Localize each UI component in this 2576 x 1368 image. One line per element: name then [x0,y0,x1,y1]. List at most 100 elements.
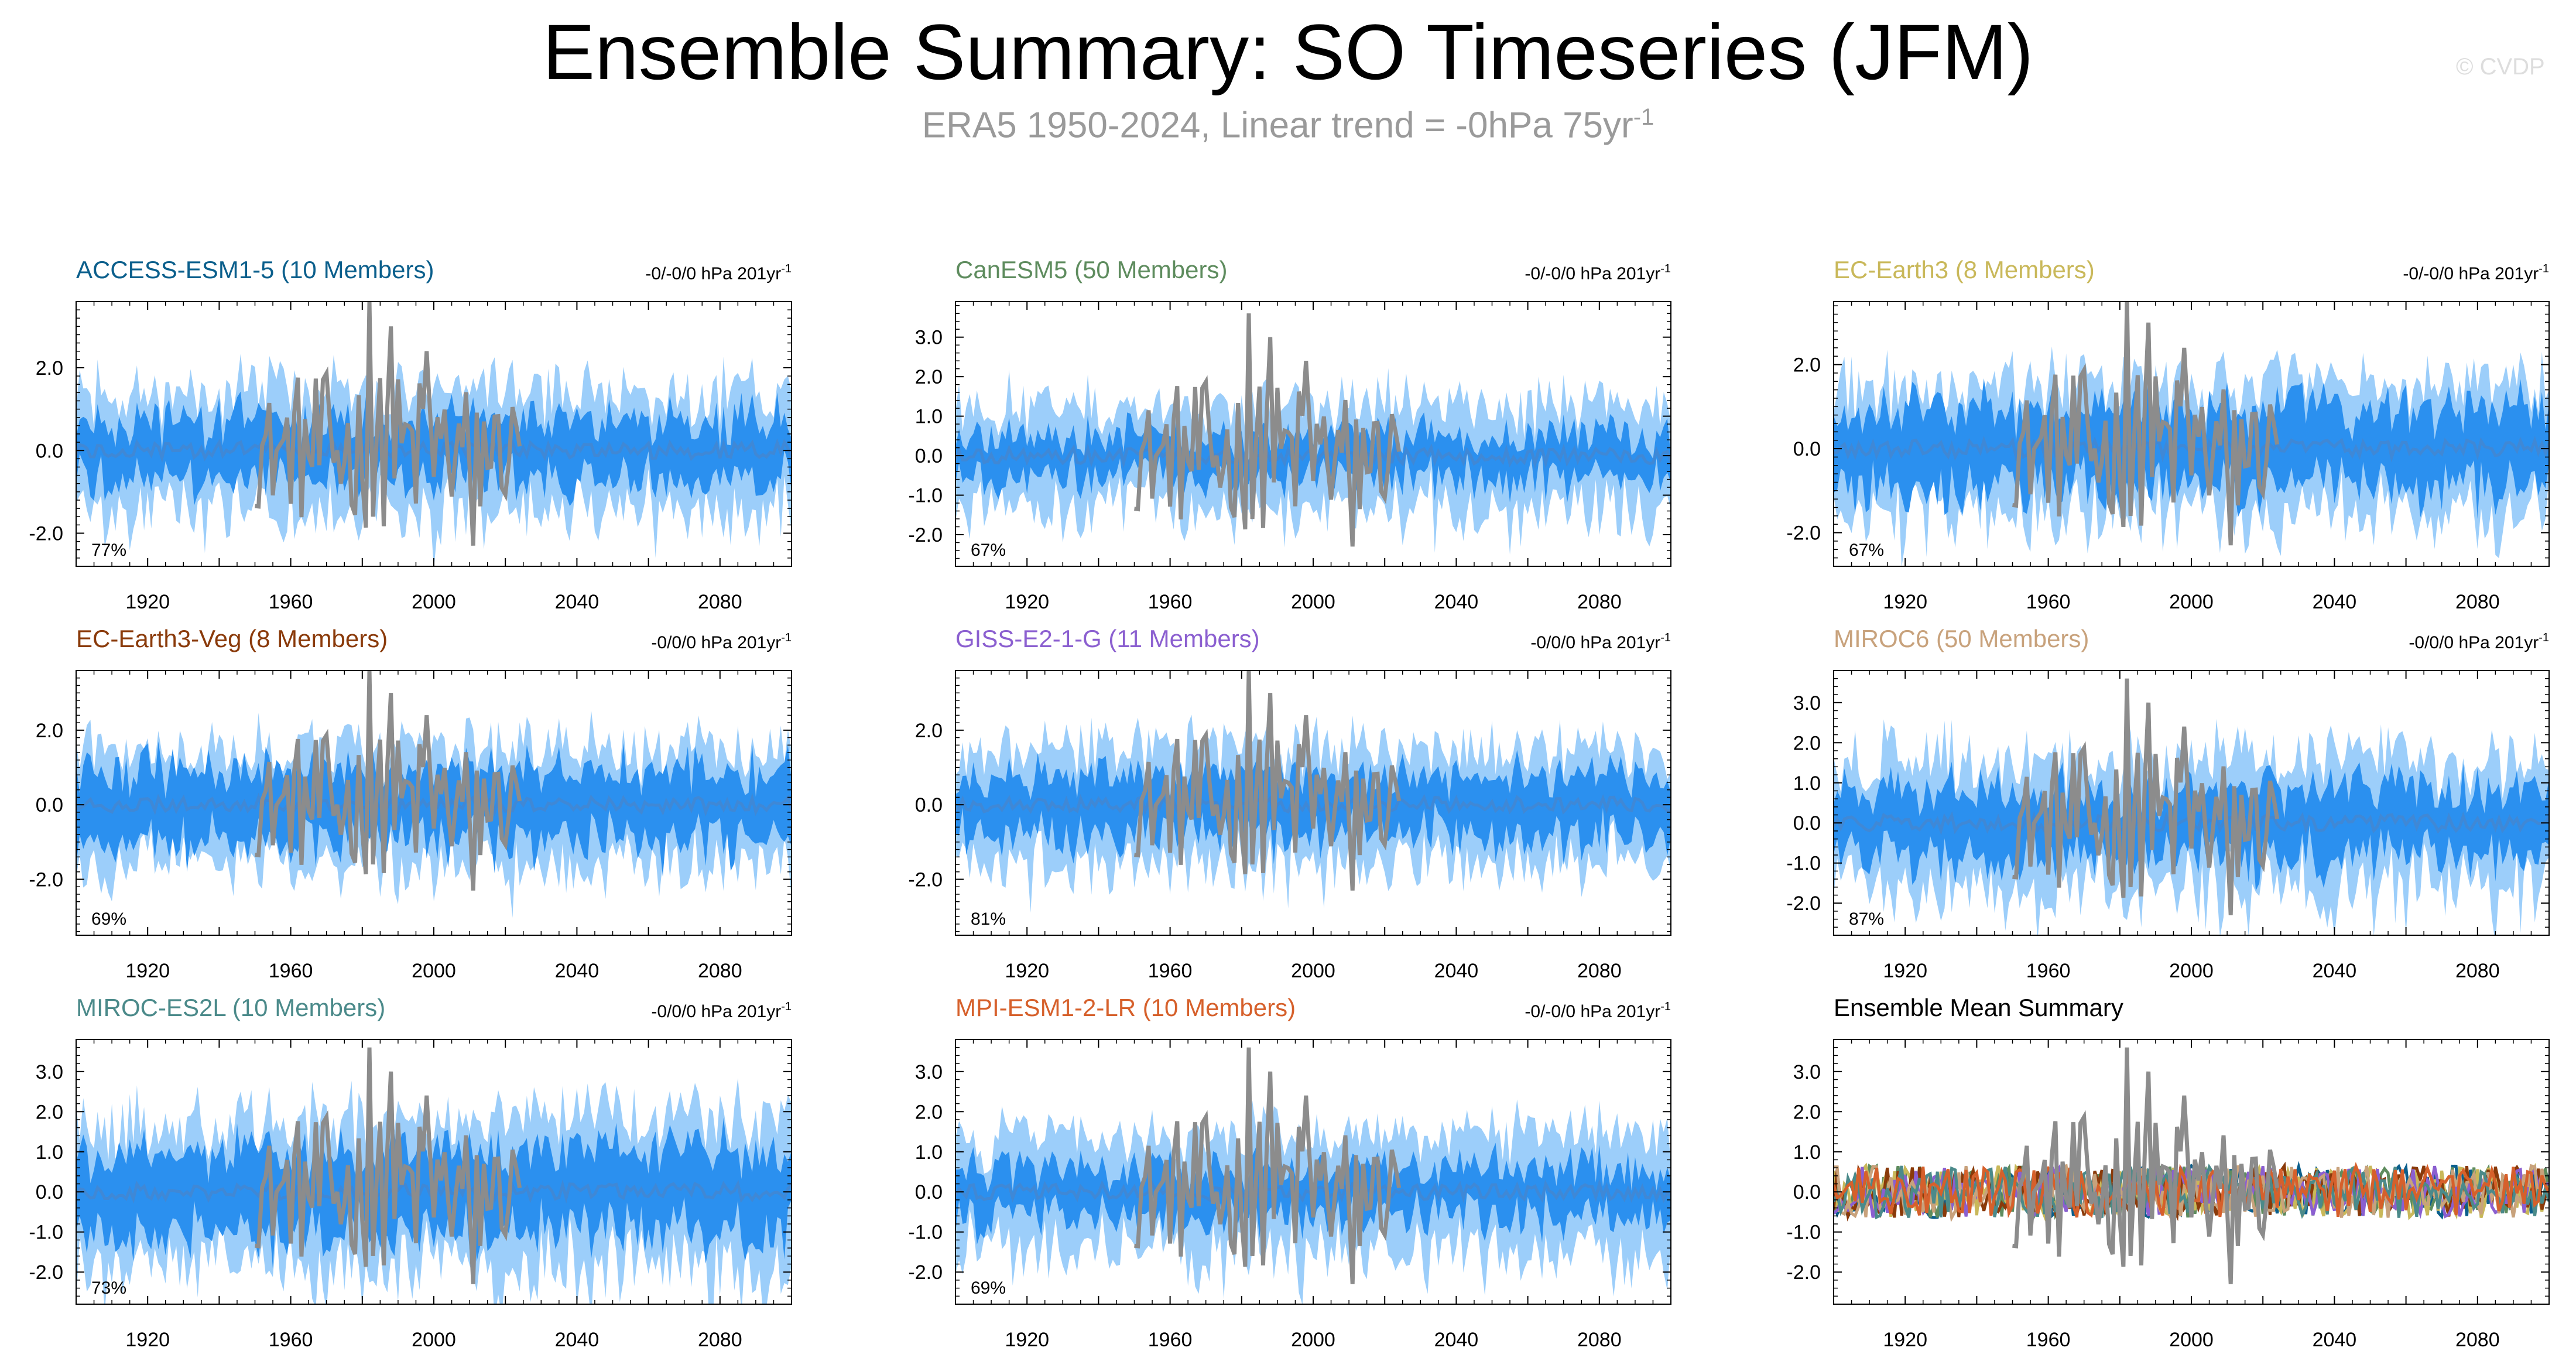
y-tick-label: 1.0 [1793,772,1821,795]
y-tick-label: 0.0 [1793,438,1821,460]
y-tick-label: 2.0 [1793,732,1821,754]
x-tick-label: 1920 [1883,1329,1927,1351]
x-tick-label: 2040 [2313,960,2357,982]
x-tick-label: 2080 [1577,1329,1622,1351]
y-tick-label: -1.0 [1786,1222,1821,1244]
chart-panel: Ensemble Mean Summary -2.0 -1.0 0.0 1.0 2.0 3.… [1786,994,2550,1351]
y-tick-label: 2.0 [1793,354,1821,377]
chart-panel: MIROC-ES2L (10 Members) -0/0/0 hPa 201yr-… [29,994,792,1351]
plot-area [76,1047,792,1304]
y-tick-label: 0.0 [915,794,943,816]
chart-panel: ACCESS-ESM1-5 (10 Members) -0/-0/0 hPa 20… [29,256,792,613]
x-tick-label: 2040 [1434,591,1479,613]
trend-label: -0/0/0 hPa 201yr-1 [2409,631,2549,652]
plot-area [955,313,1671,555]
x-tick-label: 1960 [1148,960,1193,982]
panel-title: CanESM5 (50 Members) [955,256,1227,283]
chart-panel: CanESM5 (50 Members) -0/-0/0 hPa 201yr-1 -… [908,256,1671,613]
x-tick-label: 2040 [555,960,600,982]
chart-panel: EC-Earth3-Veg (8 Members) -0/0/0 hPa 201y… [29,625,792,982]
percent-label: 67% [971,541,1006,560]
y-tick-label: -1.0 [908,1222,943,1244]
x-tick-label: 2000 [1291,591,1335,613]
x-tick-label: 1920 [1883,960,1927,982]
panel-title: EC-Earth3 (8 Members) [1834,256,2095,283]
x-tick-label: 1960 [269,1329,313,1351]
chart-panel: MIROC6 (50 Members) -0/0/0 hPa 201yr-1 -2.… [1786,625,2550,982]
x-tick-label: 1960 [269,960,313,982]
x-tick-label: 2080 [2455,591,2500,613]
percent-label: 69% [971,1278,1006,1298]
y-tick-label: -2.0 [29,1261,63,1284]
y-tick-label: 0.0 [915,1181,943,1203]
panel-title: MIROC6 (50 Members) [1834,625,2089,652]
x-tick-label: 2000 [412,591,456,613]
trend-label: -0/-0/0 hPa 201yr-1 [1525,262,1671,283]
y-tick-label: -1.0 [908,485,943,507]
x-tick-label: 1960 [2026,960,2071,982]
y-tick-label: 1.0 [36,1141,63,1164]
observations-line [1134,313,1402,547]
y-tick-label: 3.0 [915,1061,943,1083]
y-tick-label: 3.0 [36,1061,63,1083]
x-tick-label: 2080 [698,960,742,982]
x-tick-label: 1920 [125,591,170,613]
x-tick-label: 2000 [2169,960,2214,982]
y-tick-label: 0.0 [36,1181,63,1203]
observations-line [2012,302,2280,546]
y-tick-label: 2.0 [915,1101,943,1123]
observations-line [2012,678,2280,915]
panel-title: Ensemble Mean Summary [1834,994,2123,1021]
x-tick-label: 1960 [1148,1329,1193,1351]
y-tick-label: 0.0 [915,445,943,467]
panel-title: MIROC-ES2L (10 Members) [76,994,385,1021]
trend-label: -0/-0/0 hPa 201yr-1 [2403,262,2549,283]
plot-area [955,671,1671,913]
percent-label: 81% [971,909,1006,929]
x-tick-label: 2040 [1434,960,1479,982]
panel-title: ACCESS-ESM1-5 (10 Members) [76,256,434,283]
y-tick-label: -1.0 [1786,853,1821,875]
y-tick-label: -2.0 [1786,1261,1821,1284]
panel-title: EC-Earth3-Veg (8 Members) [76,625,388,652]
subtitle-text: ERA5 1950-2024, Linear trend = -0hPa 75y… [922,105,1633,146]
x-tick-label: 1960 [1148,591,1193,613]
plot-area [1834,1047,2549,1284]
observations-line [1134,1047,1402,1284]
page-title: Ensemble Summary: SO Timeseries (JFM) [542,9,2034,96]
y-tick-label: -1.0 [29,1222,63,1244]
y-tick-label: -2.0 [908,524,943,546]
y-tick-label: 2.0 [36,1101,63,1123]
y-tick-label: 0.0 [1793,1181,1821,1203]
chart-panel: EC-Earth3 (8 Members) -0/-0/0 hPa 201yr-1… [1786,256,2550,613]
x-tick-label: 1960 [2026,591,2071,613]
trend-label: -0/-0/0 hPa 201yr-1 [1525,1000,1671,1021]
y-tick-label: 2.0 [36,357,63,379]
copyright-watermark: © CVDP [2456,54,2545,80]
y-tick-label: -2.0 [1786,522,1821,545]
x-tick-label: 1920 [1005,1329,1049,1351]
plot-area [955,1047,1671,1304]
panel-title: MPI-ESM1-2-LR (10 Members) [955,994,1296,1021]
x-tick-label: 1920 [1005,960,1049,982]
y-tick-label: -2.0 [29,869,63,891]
y-tick-label: 0.0 [36,440,63,462]
x-tick-label: 2080 [698,1329,742,1351]
trend-label: -0/-0/0 hPa 201yr-1 [645,262,792,283]
trend-label: -0/0/0 hPa 201yr-1 [651,631,792,652]
y-tick-label: 3.0 [1793,692,1821,714]
x-tick-label: 2040 [2313,1329,2357,1351]
observations-line [255,1047,522,1284]
x-tick-label: 2000 [412,1329,456,1351]
percent-label: 67% [1849,541,1884,560]
y-tick-label: -2.0 [908,1261,943,1284]
percent-label: 69% [91,909,126,929]
y-tick-label: 1.0 [915,1141,943,1164]
percent-label: 73% [91,1278,126,1298]
observations-line [255,302,522,546]
x-tick-label: 1920 [1005,591,1049,613]
observations-line [1134,671,1402,891]
x-tick-label: 1920 [125,960,170,982]
trend-label: -0/0/0 hPa 201yr-1 [651,1000,792,1021]
